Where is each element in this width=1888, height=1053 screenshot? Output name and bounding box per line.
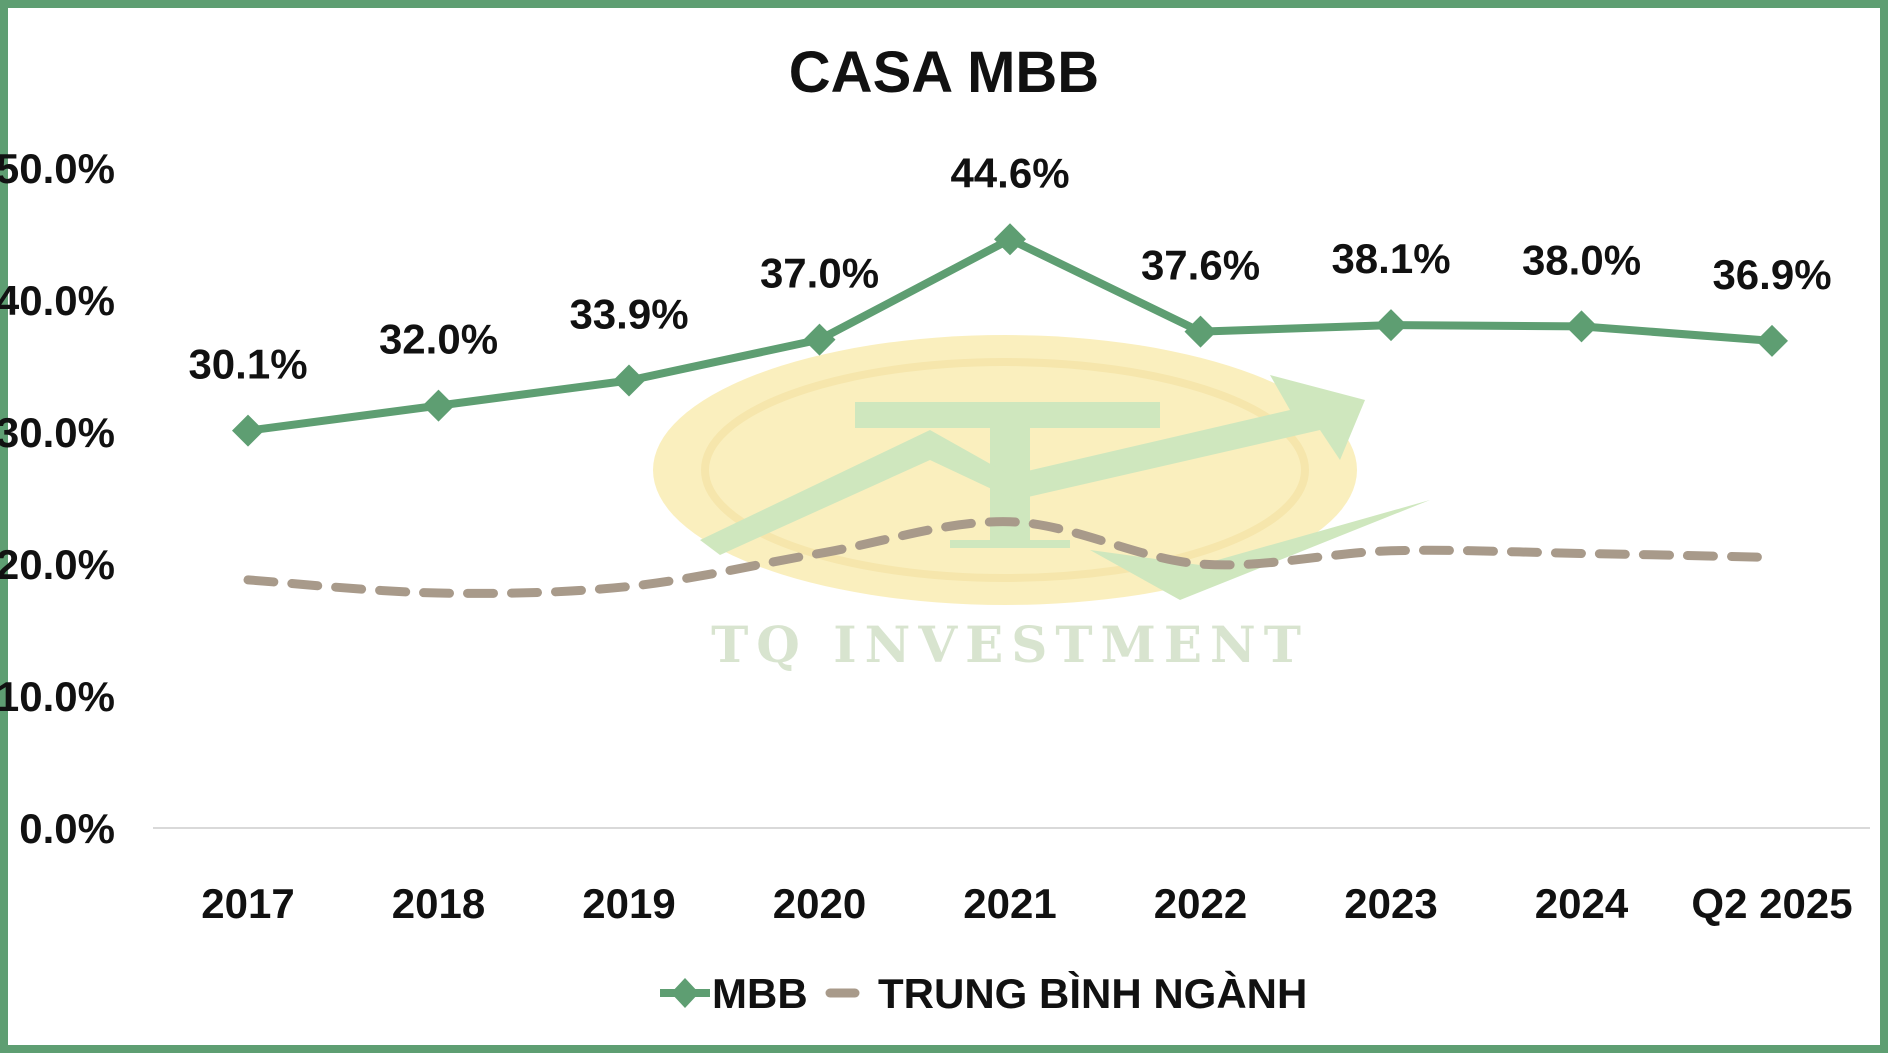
x-tick-label: 2022 [1154,880,1247,927]
x-tick-label: 2017 [201,880,294,927]
y-tick-label: 20.0% [0,541,115,588]
watermark-ellipse-ring [701,358,1309,582]
x-tick-label: 2023 [1344,880,1437,927]
mbb-data-label: 32.0% [379,316,498,363]
x-tick-label: 2020 [773,880,866,927]
legend-trung-binh-nganh-label: TRUNG BÌNH NGÀNH [878,970,1307,1017]
series-trung-binh-nganh-line [243,517,1777,598]
mbb-data-label: 30.1% [188,341,307,388]
y-tick-label: 50.0% [0,145,115,192]
x-tick-label: 2024 [1535,880,1629,927]
mbb-point-marker [994,223,1026,256]
mbb-data-label: 38.1% [1331,235,1450,282]
legend-item-trung-binh-nganh: TRUNG BÌNH NGÀNH [825,970,1307,1017]
x-tick-label: 2021 [963,880,1056,927]
y-tick-label: 30.0% [0,409,115,456]
legend-mbb-label: MBB [712,970,808,1017]
mbb-data-label: 38.0% [1522,236,1641,283]
mbb-point-marker [1565,310,1598,343]
watermark-text: TQ INVESTMENT [711,615,1309,674]
mbb-point-marker [422,389,455,422]
mbb-point-marker [1184,315,1217,348]
mbb-data-label: 36.9% [1712,251,1831,298]
series-trung-binh-nganh [243,517,1777,598]
mbb-point-marker [232,414,264,447]
mbb-point-marker [1756,324,1788,357]
x-tick-label: Q2 2025 [1691,880,1852,927]
mbb-data-label: 33.9% [569,291,688,338]
mbb-data-label: 44.6% [950,149,1069,196]
x-tick-label: 2019 [582,880,675,927]
series-mbb [232,223,1788,447]
watermark-logo: TQ INVESTMENT [653,335,1430,674]
y-tick-label: 10.0% [0,673,115,720]
mbb-data-label: 37.0% [760,250,879,297]
y-tick-label: 40.0% [0,277,115,324]
mbb-point-marker [803,323,836,356]
watermark-check-icon [1090,500,1430,600]
y-tick-label: 0.0% [19,805,115,852]
legend: MBB TRUNG BÌNH NGÀNH [660,970,1307,1017]
mbb-data-label: 37.6% [1141,242,1260,289]
chart-title: CASA MBB [789,40,1099,105]
y-axis: 0.0% 10.0% 20.0% 30.0% 40.0% 50.0% [0,145,115,852]
legend-item-mbb: MBB [660,970,808,1017]
mbb-point-marker [613,364,645,397]
legend-mbb-diamond-icon [671,978,699,1008]
mbb-point-marker [1375,309,1407,342]
watermark-arrow-icon [700,375,1365,555]
data-labels: 30.1% 32.0% 33.9% 37.0% 44.6% 37.6% 38.1% 38.0%… [188,149,1831,387]
x-axis: 2017 2018 2019 2020 2021 2022 2023 2024 Q2 2025 [201,880,1852,927]
x-tick-label: 2018 [392,880,485,927]
